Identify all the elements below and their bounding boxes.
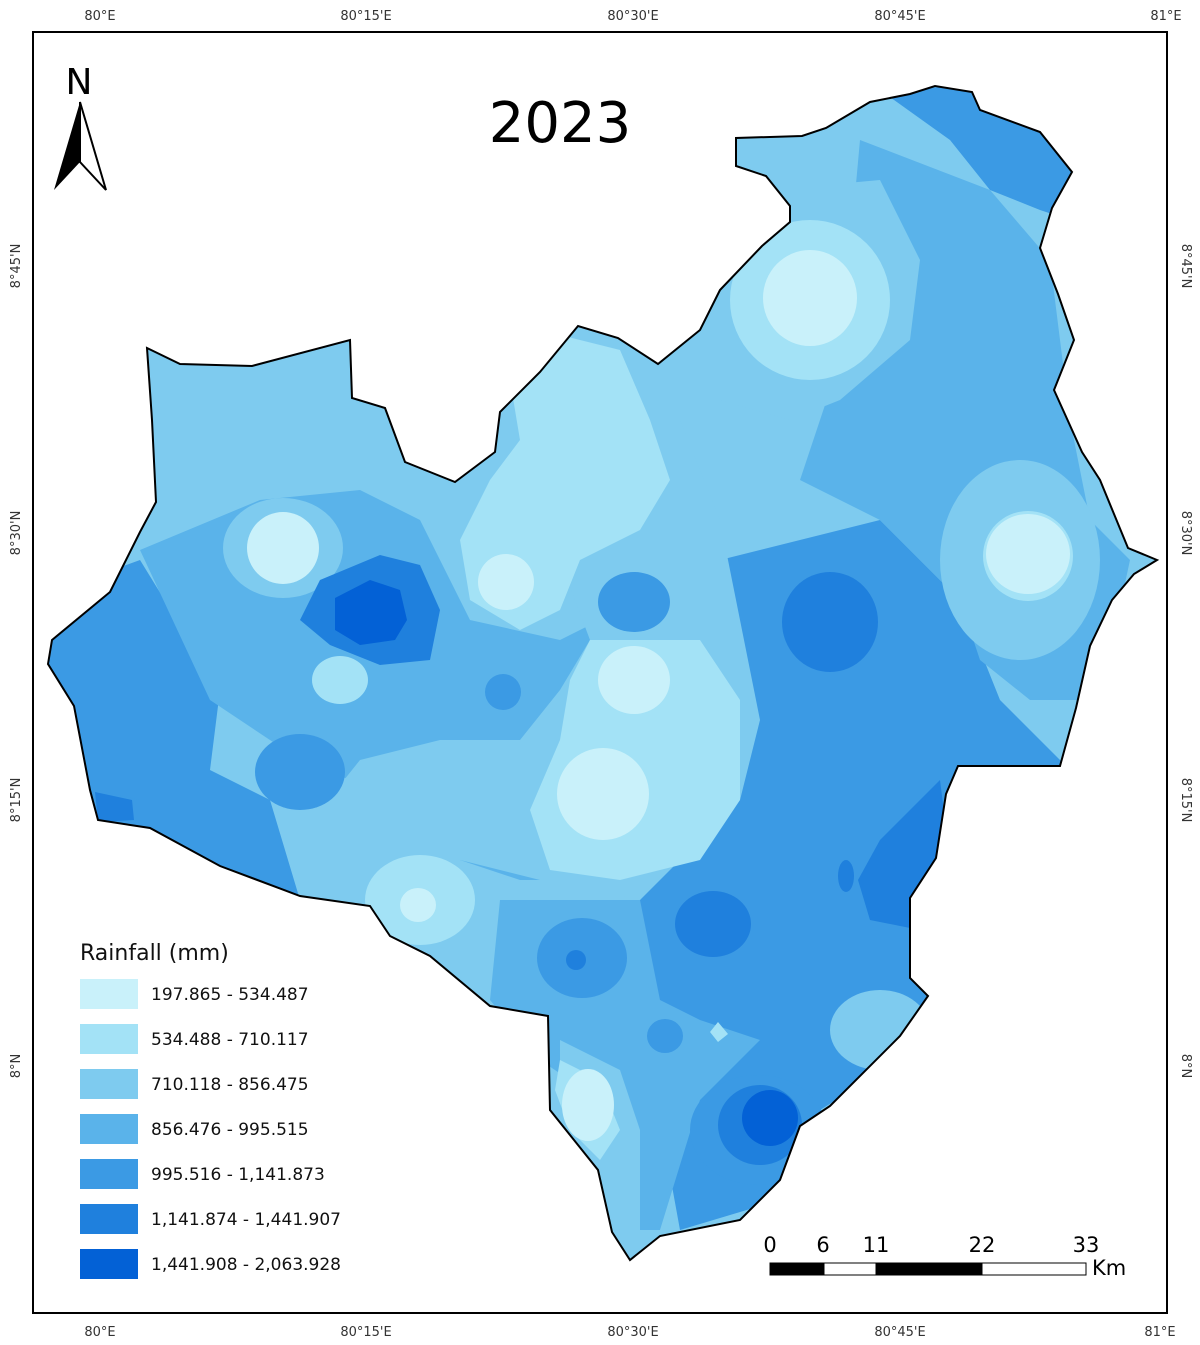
- tick-bottom-81e: 81°E: [1144, 1325, 1175, 1340]
- north-arrow: N: [54, 62, 107, 191]
- legend-label-5: 995.516 - 1,141.873: [151, 1165, 325, 1185]
- legend-label-6: 1,141.874 - 1,441.907: [151, 1210, 341, 1230]
- scale-seg-2: [823, 1262, 877, 1276]
- legend-swatch-4: [80, 1114, 138, 1144]
- scale-seg-4: [981, 1262, 1087, 1276]
- legend-label-3: 710.118 - 856.475: [151, 1075, 309, 1095]
- tick-bottom-80e: 80°E: [84, 1325, 115, 1340]
- graticule-bottom: 80°E 80°15'E 80°30'E 80°45'E 81°E: [84, 1325, 1175, 1340]
- tick-right-8-15n: 8°15'N: [1178, 778, 1193, 823]
- tick-right-8-45n: 8°45'N: [1178, 244, 1193, 289]
- legend-label-2: 534.488 - 710.117: [151, 1030, 309, 1050]
- legend-label-1: 197.865 - 534.487: [151, 985, 309, 1005]
- legend-swatch-2: [80, 1024, 138, 1054]
- legend-swatch-3: [80, 1069, 138, 1099]
- map-title: 2023: [489, 91, 632, 156]
- scale-label-22: 22: [969, 1233, 996, 1257]
- tick-bottom-80-45e: 80°45'E: [874, 1325, 925, 1340]
- tick-bottom-80-15e: 80°15'E: [340, 1325, 391, 1340]
- tick-left-8-15n: 8°15'N: [9, 778, 24, 823]
- tick-bottom-80-30e: 80°30'E: [607, 1325, 658, 1340]
- scale-unit: Km: [1092, 1256, 1126, 1280]
- scale-label-33: 33: [1073, 1233, 1100, 1257]
- tick-left-8-45n: 8°45'N: [9, 244, 24, 289]
- scale-label-11: 11: [863, 1233, 890, 1257]
- tick-top-81e: 81°E: [1150, 9, 1181, 24]
- legend-swatch-7: [80, 1249, 138, 1279]
- scale-label-6: 6: [816, 1233, 829, 1257]
- scale-seg-3: [875, 1262, 983, 1276]
- scale-bar: 0 6 11 22 33 Km: [763, 1233, 1126, 1280]
- legend: Rainfall (mm) 197.865 - 534.487 534.488 -…: [80, 941, 341, 1279]
- legend-title: Rainfall (mm): [80, 941, 229, 966]
- tick-top-80-45e: 80°45'E: [874, 9, 925, 24]
- tick-right-8-30n: 8°30'N: [1178, 511, 1193, 556]
- graticule-top: 80°E 80°15'E 80°30'E 80°45'E 81°E: [84, 9, 1181, 24]
- graticule-right: 8°45'N 8°30'N 8°15'N 8°N: [1178, 244, 1193, 1079]
- tick-top-80-30e: 80°30'E: [607, 9, 658, 24]
- scale-seg-1: [769, 1262, 825, 1276]
- legend-label-4: 856.476 - 995.515: [151, 1120, 309, 1140]
- north-letter: N: [66, 62, 93, 103]
- tick-top-80e: 80°E: [84, 9, 115, 24]
- tick-left-8-30n: 8°30'N: [9, 511, 24, 556]
- north-arrow-icon: [54, 102, 80, 190]
- graticule-left: 8°45'N 8°30'N 8°15'N 8°N: [9, 244, 24, 1079]
- legend-swatch-5: [80, 1159, 138, 1189]
- scale-label-0: 0: [763, 1233, 776, 1257]
- tick-top-80-15e: 80°15'E: [340, 9, 391, 24]
- legend-swatch-6: [80, 1204, 138, 1234]
- tick-right-8n: 8°N: [1178, 1054, 1193, 1079]
- legend-label-7: 1,441.908 - 2,063.928: [151, 1255, 341, 1275]
- tick-left-8n: 8°N: [9, 1054, 24, 1079]
- legend-swatch-1: [80, 979, 138, 1009]
